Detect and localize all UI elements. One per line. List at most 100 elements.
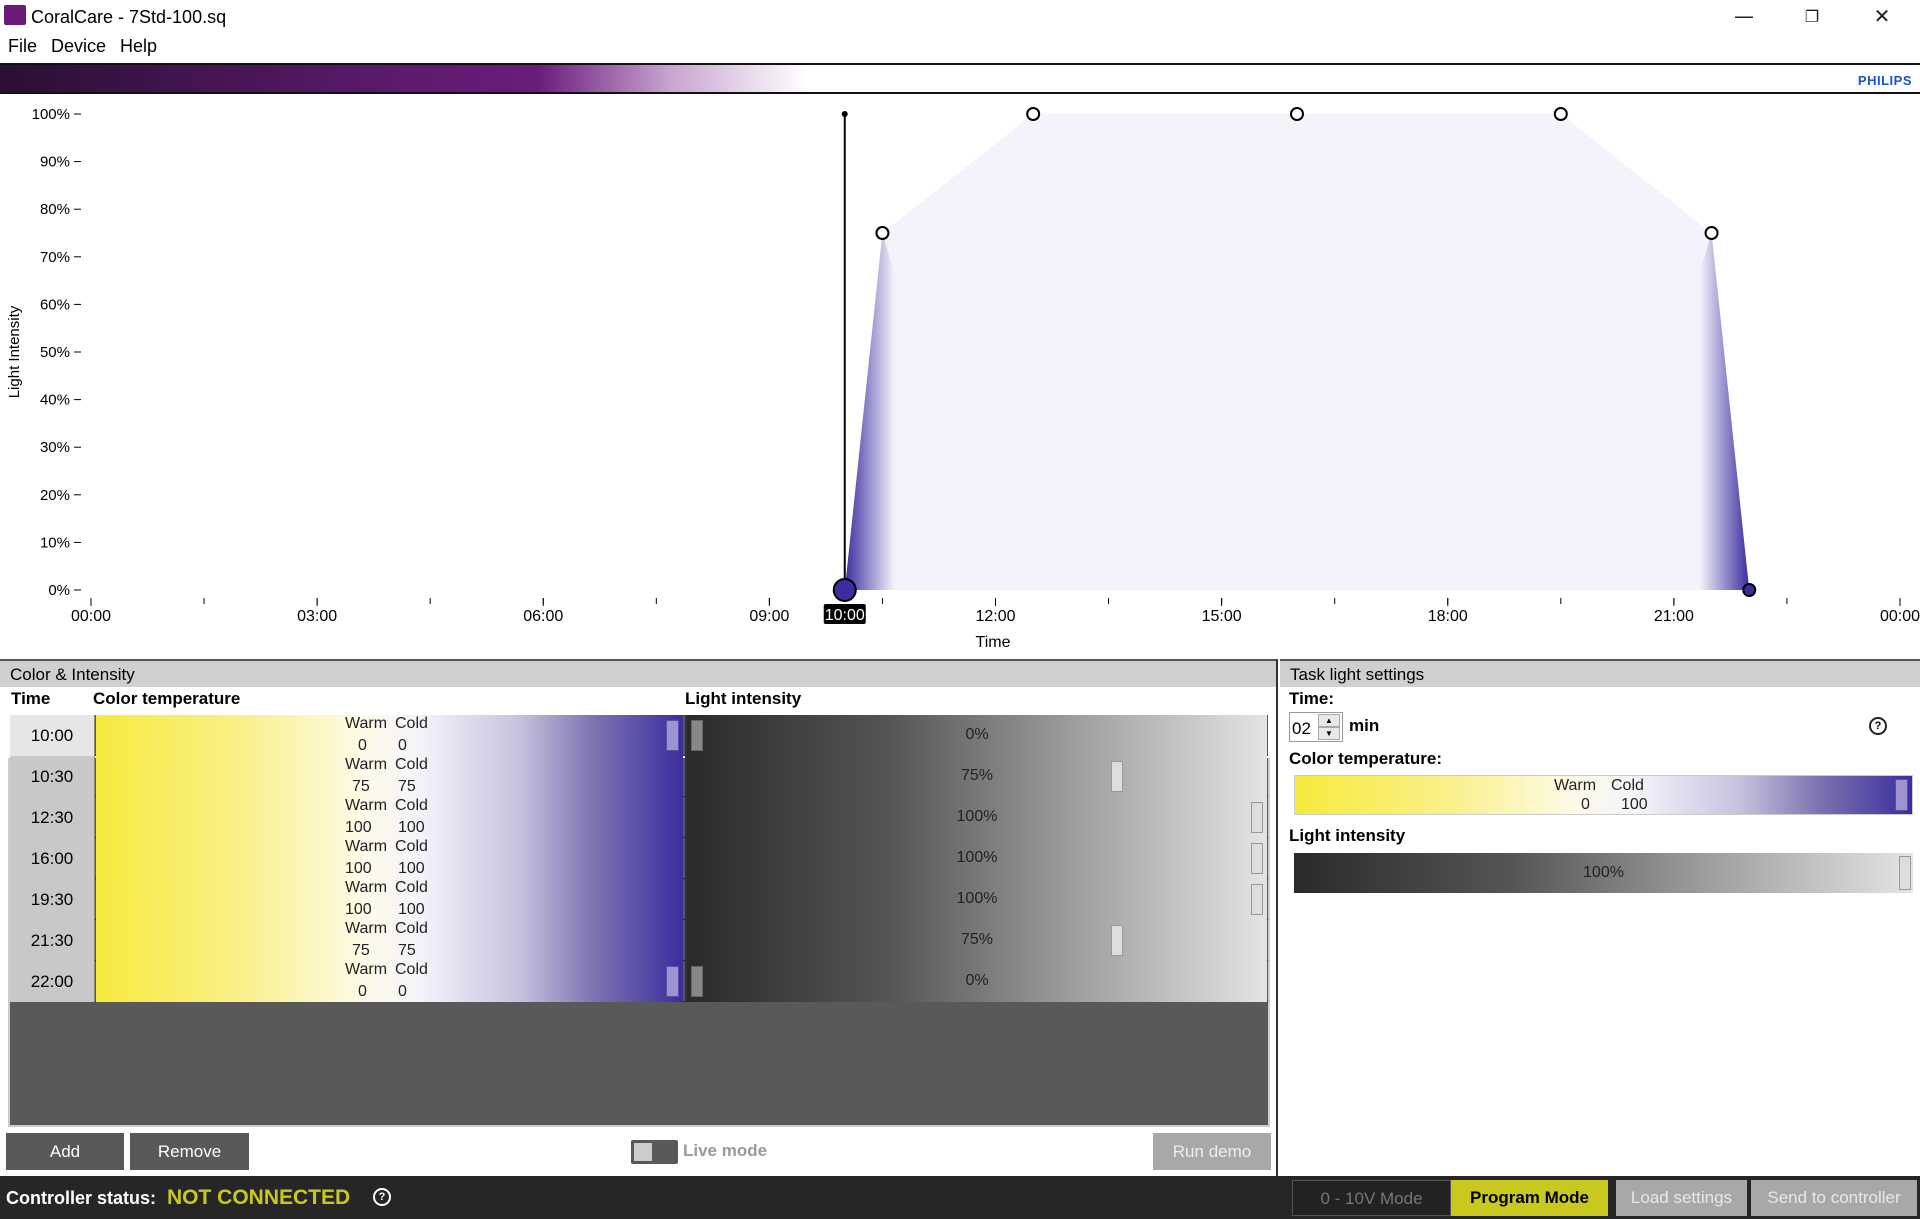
y-tick-label: 0% bbox=[48, 582, 70, 599]
row-time[interactable]: 10:00 bbox=[10, 715, 95, 756]
warm-label: Warm bbox=[1554, 777, 1597, 794]
color-temp-slider[interactable]: Warm Cold 75 75 bbox=[96, 920, 683, 961]
warm-value: 0 bbox=[358, 983, 367, 1000]
close-icon[interactable]: ✕ bbox=[1873, 4, 1891, 28]
slider-thumb[interactable] bbox=[1251, 884, 1263, 915]
menu-device[interactable]: Device bbox=[51, 36, 107, 56]
slider-thumb[interactable] bbox=[666, 720, 679, 751]
cold-value: 75 bbox=[398, 942, 416, 959]
intensity-slider[interactable]: 0% bbox=[685, 715, 1267, 756]
cold-label: Cold bbox=[395, 838, 428, 855]
spin-down-icon[interactable]: ▼ bbox=[1318, 727, 1340, 740]
slider-thumb[interactable] bbox=[1251, 802, 1263, 833]
cold-label: Cold bbox=[395, 715, 428, 732]
remove-button[interactable]: Remove bbox=[130, 1133, 249, 1170]
intensity-slider[interactable]: 0% bbox=[685, 961, 1267, 1002]
y-tick-label: 100% bbox=[32, 106, 70, 123]
menu-help[interactable]: Help bbox=[120, 36, 158, 56]
add-button[interactable]: Add bbox=[6, 1133, 124, 1170]
current-time-label: 10:00 bbox=[825, 607, 865, 624]
y-tick-label: 50% bbox=[40, 344, 70, 361]
intensity-label: Light intensity bbox=[1289, 826, 1406, 845]
color-temp-slider[interactable]: Warm Cold 100 100 bbox=[96, 879, 683, 920]
help-icon[interactable]: ? bbox=[373, 1188, 391, 1206]
schedule-table: 10:00 Warm Cold 0 0 0% 10:30 Warm Cold 7… bbox=[8, 713, 1270, 1127]
x-tick-label: 21:00 bbox=[1654, 608, 1694, 625]
mode-program-button[interactable]: Program Mode bbox=[1451, 1180, 1608, 1216]
table-row[interactable]: 21:30 Warm Cold 75 75 75% bbox=[10, 920, 1268, 961]
color-temp-slider[interactable]: Warm Cold 0 0 bbox=[96, 961, 683, 1002]
warm-value: 100 bbox=[345, 901, 372, 918]
table-row[interactable]: 10:30 Warm Cold 75 75 75% bbox=[10, 756, 1268, 797]
y-tick-label: 20% bbox=[40, 487, 70, 504]
warm-value: 100 bbox=[345, 819, 372, 836]
color-temp-slider[interactable]: Warm Cold 0 100 bbox=[1294, 775, 1913, 815]
row-time[interactable]: 22:00 bbox=[10, 961, 95, 1002]
intensity-slider[interactable]: 100% bbox=[685, 879, 1267, 920]
cursor-handle bbox=[841, 111, 848, 117]
slider-thumb[interactable] bbox=[1111, 925, 1123, 956]
current-time-badge bbox=[823, 604, 866, 624]
x-tick-label: 03:00 bbox=[297, 608, 337, 625]
warm-value: 75 bbox=[352, 778, 370, 795]
cold-value: 100 bbox=[398, 901, 425, 918]
spin-up-icon[interactable]: ▲ bbox=[1318, 714, 1340, 727]
intensity-slider[interactable]: 100% bbox=[1294, 853, 1913, 893]
intensity-area bbox=[844, 114, 1750, 590]
menu-file[interactable]: File bbox=[8, 36, 38, 56]
row-time[interactable]: 16:00 bbox=[10, 838, 95, 879]
intensity-slider[interactable]: 75% bbox=[685, 756, 1267, 797]
cold-label: Cold bbox=[395, 879, 428, 896]
warm-label: Warm bbox=[345, 715, 388, 732]
time-value[interactable]: 02 bbox=[1292, 719, 1311, 738]
slider-thumb[interactable] bbox=[1111, 761, 1123, 792]
live-mode-toggle[interactable] bbox=[631, 1140, 678, 1164]
slider-thumb[interactable] bbox=[1895, 779, 1908, 811]
help-icon[interactable]: ? bbox=[1869, 717, 1887, 735]
table-row[interactable]: 12:30 Warm Cold 100 100 100% bbox=[10, 797, 1268, 838]
row-time[interactable]: 21:30 bbox=[10, 920, 95, 961]
slider-thumb[interactable] bbox=[691, 966, 703, 997]
window-title: CoralCare - 7Std-100.sq bbox=[31, 7, 227, 27]
slider-thumb[interactable] bbox=[666, 966, 679, 997]
minimize-icon[interactable]: — bbox=[1734, 4, 1754, 28]
row-time[interactable]: 12:30 bbox=[10, 797, 95, 838]
intensity-slider[interactable]: 100% bbox=[685, 838, 1267, 879]
status-bar: Controller status: NOT CONNECTED ? 0 - 1… bbox=[0, 1176, 1920, 1219]
mode-0-10v-button[interactable]: 0 - 10V Mode bbox=[1292, 1180, 1451, 1216]
color-temp-slider[interactable]: Warm Cold 0 0 bbox=[96, 715, 683, 756]
restore-icon[interactable]: ❐ bbox=[1804, 7, 1820, 26]
color-temp-slider[interactable]: Warm Cold 100 100 bbox=[96, 797, 683, 838]
send-to-controller-button[interactable]: Send to controller bbox=[1751, 1180, 1917, 1216]
table-row[interactable]: 16:00 Warm Cold 100 100 100% bbox=[10, 838, 1268, 879]
color-temp-slider[interactable]: Warm Cold 75 75 bbox=[96, 756, 683, 797]
warm-label: Warm bbox=[345, 961, 388, 978]
color-temp-label: Color temperature: bbox=[1289, 749, 1443, 768]
slider-thumb[interactable] bbox=[1251, 843, 1263, 874]
warm-label: Warm bbox=[345, 756, 388, 773]
intensity-value: 0% bbox=[965, 726, 989, 743]
cold-value: 75 bbox=[398, 778, 416, 795]
intensity-slider[interactable]: 75% bbox=[685, 920, 1267, 961]
row-time[interactable]: 19:30 bbox=[10, 879, 95, 920]
x-axis-title: Time bbox=[976, 634, 1011, 651]
color-temp-slider[interactable]: Warm Cold 100 100 bbox=[96, 838, 683, 879]
intensity-slider[interactable]: 100% bbox=[685, 797, 1267, 838]
table-row[interactable]: 19:30 Warm Cold 100 100 100% bbox=[10, 879, 1268, 920]
row-time[interactable]: 10:30 bbox=[10, 756, 95, 797]
slider-thumb[interactable] bbox=[1899, 856, 1911, 890]
cold-label: Cold bbox=[1611, 777, 1644, 794]
intensity-chart[interactable]: 0% 10% 20% 30% 40% 50% 60% 70% 80% 90% 100% Light I… bbox=[0, 94, 1920, 659]
warm-label: Warm bbox=[345, 797, 388, 814]
time-spinner[interactable]: 02 ▲ ▼ bbox=[1289, 712, 1343, 742]
cold-label: Cold bbox=[395, 797, 428, 814]
run-demo-button[interactable]: Run demo bbox=[1153, 1133, 1271, 1170]
slider-thumb[interactable] bbox=[691, 720, 703, 751]
table-row[interactable]: 22:00 Warm Cold 0 0 0% bbox=[10, 961, 1268, 1002]
cold-value: 100 bbox=[398, 860, 425, 877]
load-settings-button[interactable]: Load settings bbox=[1616, 1180, 1747, 1216]
time-label: Time: bbox=[1289, 689, 1335, 708]
intensity-value: 75% bbox=[960, 767, 994, 784]
table-row[interactable]: 10:00 Warm Cold 0 0 0% bbox=[8, 713, 1270, 758]
y-tick-label: 30% bbox=[40, 439, 70, 456]
